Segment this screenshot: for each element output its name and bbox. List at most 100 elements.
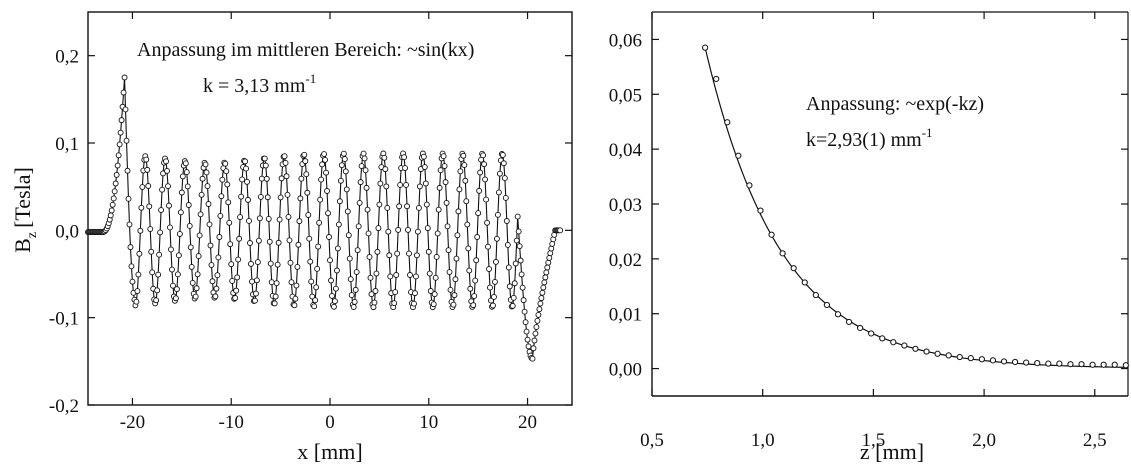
left-data-point	[319, 161, 326, 168]
left-data-point	[481, 161, 488, 168]
left-data-point	[338, 162, 345, 169]
left-data-point	[463, 198, 470, 205]
left-data-point	[472, 277, 479, 284]
left-data-point	[236, 235, 243, 242]
right-data-point	[801, 279, 808, 286]
left-data-point	[183, 169, 190, 176]
left-y-label-sub: z	[25, 232, 40, 238]
right-data-point	[912, 345, 919, 352]
right-data-point	[901, 342, 908, 349]
left-data-point	[205, 201, 212, 207]
left-data-point	[500, 160, 507, 167]
left-data-point	[513, 237, 520, 244]
left-data-point	[213, 285, 220, 292]
left-data-point	[302, 158, 309, 165]
left-data-point	[532, 330, 539, 337]
left-data-point	[477, 169, 484, 176]
left-data-point	[420, 153, 427, 160]
left-data-point	[402, 165, 409, 172]
left-data-point	[267, 260, 274, 267]
left-data-point	[108, 207, 115, 214]
left-data-point	[367, 274, 374, 281]
right-data-point	[1045, 360, 1052, 367]
left-data-point	[198, 191, 205, 198]
left-data-point	[239, 176, 246, 183]
left-data-point	[327, 257, 333, 264]
left-data-point	[331, 303, 337, 310]
left-data-point	[257, 193, 264, 200]
left-data-point	[297, 195, 304, 202]
left-y-tick-label: -0,1	[49, 309, 79, 330]
left-data-point	[539, 289, 546, 296]
left-data-point	[533, 324, 540, 330]
left-data-point	[293, 282, 300, 289]
left-data-point	[454, 232, 461, 239]
left-data-point	[283, 173, 290, 180]
right-data-point	[812, 291, 819, 299]
right-data-point	[1034, 359, 1041, 367]
left-y-tick-label: 0,1	[55, 134, 79, 155]
left-data-point	[393, 272, 400, 278]
left-x-tick-label: 0	[325, 412, 335, 433]
left-data-point	[317, 196, 324, 203]
left-data-point	[443, 199, 450, 206]
left-data-point	[216, 234, 223, 240]
left-x-axis-label: x [mm]	[297, 439, 362, 464]
left-data-point	[167, 224, 173, 231]
left-data-point	[453, 255, 460, 262]
left-data-point	[480, 152, 487, 159]
left-data-point	[542, 274, 549, 281]
left-data-point	[342, 168, 349, 175]
left-data-point	[360, 150, 367, 157]
right-data-point	[1023, 359, 1030, 366]
left-data-point	[242, 158, 249, 165]
left-data-point	[215, 254, 222, 261]
left-data-point	[446, 269, 453, 275]
right-data-point	[1100, 361, 1107, 368]
left-data-point	[258, 175, 265, 182]
left-data-point	[197, 211, 204, 218]
left-data-point	[175, 252, 182, 259]
right-y-ticks	[652, 38, 1128, 370]
left-data-point	[253, 277, 260, 284]
left-data-point	[384, 204, 391, 211]
left-data-point	[352, 286, 359, 293]
right-data-point	[823, 301, 831, 309]
left-data-point	[113, 171, 120, 178]
left-data-point	[222, 160, 229, 167]
right-data-point	[967, 355, 974, 362]
left-data-point	[361, 155, 368, 162]
left-data-point	[121, 74, 128, 81]
left-data-point	[207, 242, 214, 249]
left-data-point	[414, 228, 421, 235]
left-data-point	[186, 222, 193, 229]
left-data-point	[295, 241, 302, 248]
right-data-point	[978, 356, 985, 363]
left-data-point	[144, 166, 151, 173]
left-data-point	[467, 285, 474, 292]
left-data-point	[423, 201, 430, 208]
left-data-point	[158, 207, 165, 214]
left-data-point	[124, 167, 131, 174]
left-data-point	[350, 304, 357, 310]
left-data-point	[157, 229, 164, 236]
left-data-point	[535, 311, 542, 318]
left-data-point	[487, 284, 493, 291]
left-data-point	[203, 169, 210, 176]
left-data-point	[308, 278, 315, 285]
left-x-tick-label: -10	[219, 412, 244, 433]
left-data-point	[483, 196, 490, 203]
left-data-point	[475, 210, 482, 217]
left-data-point	[153, 297, 160, 304]
right-y-tick-label: 0,03	[609, 195, 642, 216]
right-data-point	[834, 311, 842, 318]
left-data-point	[333, 267, 340, 274]
right-data-point	[1111, 361, 1118, 368]
left-data-point	[392, 289, 399, 296]
left-data-point	[505, 264, 512, 271]
left-data-point	[243, 165, 249, 172]
left-data-point	[134, 288, 141, 294]
left-data-point	[323, 169, 329, 176]
right-annotation-k: k=2,93(1) mm-1	[806, 125, 933, 151]
left-data-point	[510, 294, 517, 301]
